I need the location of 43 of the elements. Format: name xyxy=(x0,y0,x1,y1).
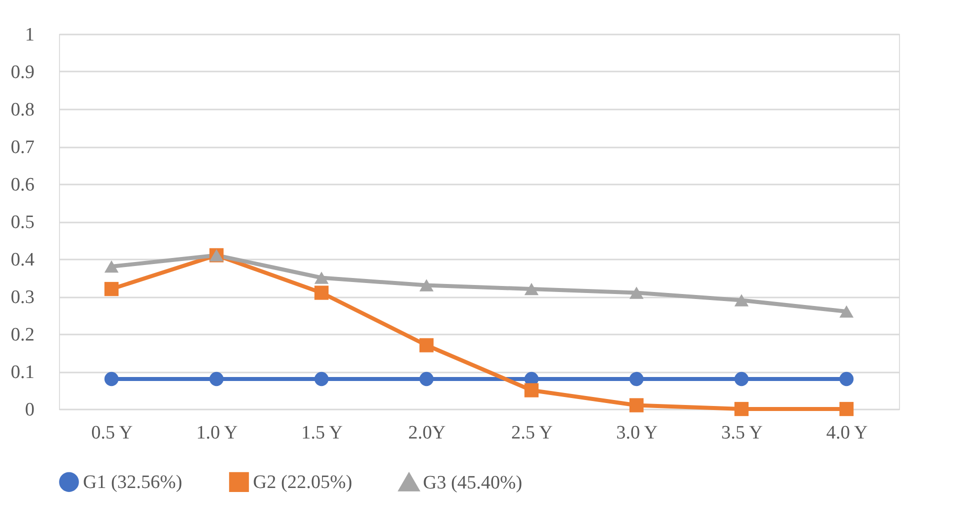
y-tick-label: 0.2 xyxy=(10,324,34,346)
point xyxy=(209,372,224,386)
y-tick-label: 0.8 xyxy=(10,100,34,120)
point xyxy=(734,294,749,306)
legend-label: G2 (22.05%) xyxy=(253,472,352,494)
y-tick-label: 0.4 xyxy=(10,250,35,270)
x-tick-label: 3.5 Y xyxy=(721,422,764,444)
point xyxy=(629,372,644,386)
point xyxy=(734,402,749,416)
point xyxy=(314,272,329,284)
x-tick-label: 3.0 Y xyxy=(616,422,658,444)
point xyxy=(104,282,119,296)
y-tick-label: 0.6 xyxy=(10,174,34,196)
point xyxy=(629,398,644,412)
point xyxy=(524,282,539,296)
point xyxy=(524,383,539,398)
y-tick-label: 0.7 xyxy=(10,137,34,158)
legend-label: G1 (32.56%) xyxy=(83,472,182,494)
y-tick-label: 0.1 xyxy=(10,362,34,383)
y-tick-label: 0.3 xyxy=(10,287,34,308)
x-tick-label: 2.0Y xyxy=(408,422,446,444)
point xyxy=(419,338,434,352)
y-tick-label: 0.5 xyxy=(10,212,34,233)
x-tick-label: 0.5 Y xyxy=(91,422,134,444)
y-tick-label: 0.9 xyxy=(10,62,34,83)
point xyxy=(839,402,854,416)
point xyxy=(104,260,119,273)
point xyxy=(314,286,329,300)
point xyxy=(104,372,119,386)
point xyxy=(839,372,854,386)
point xyxy=(419,279,434,292)
x-tick-label: 1.0 Y xyxy=(196,422,238,444)
x-tick-label: 4.0 Y xyxy=(826,422,868,444)
y-tick-label: 1 xyxy=(25,24,34,46)
x-tick-label: 1.5 Y xyxy=(301,422,344,444)
y-tick-label: 0 xyxy=(25,400,34,420)
point xyxy=(629,286,644,299)
legend-label: G3 (45.40%) xyxy=(423,472,522,494)
x-tick-label: 2.5 Y xyxy=(511,422,554,444)
point xyxy=(839,305,854,318)
point xyxy=(314,372,329,386)
point xyxy=(419,372,434,386)
point xyxy=(734,372,749,386)
